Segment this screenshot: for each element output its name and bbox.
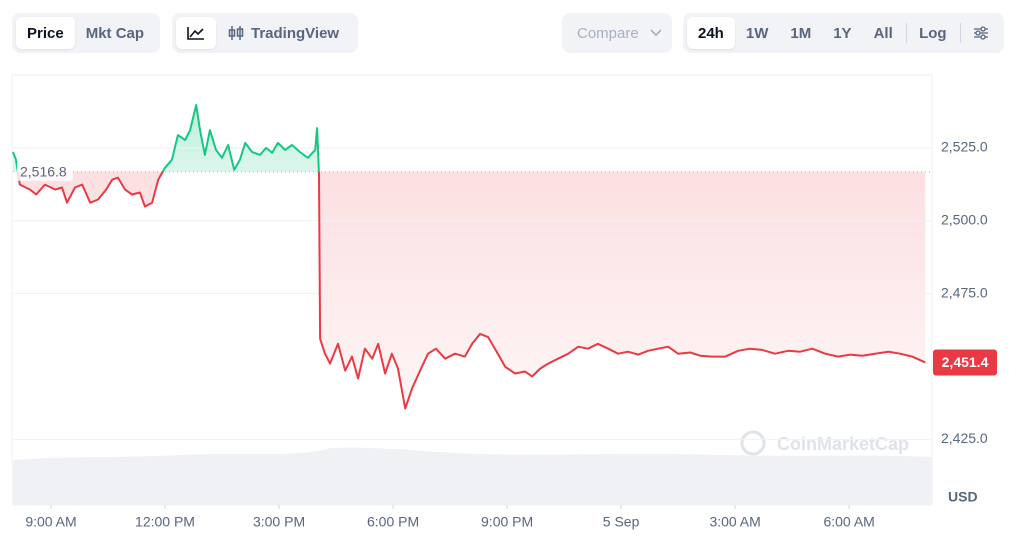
settings-button[interactable] bbox=[962, 17, 1000, 49]
log-button[interactable]: Log bbox=[919, 24, 947, 42]
range-button[interactable]: 24h bbox=[687, 17, 735, 49]
chevron-icon bbox=[650, 29, 662, 37]
y-unit: USD bbox=[948, 489, 978, 505]
x-tick-label: 3:00 PM bbox=[253, 514, 305, 530]
range-button[interactable]: 1Y bbox=[833, 24, 852, 42]
range-toggle: 24h 1W 1M 1Y All Log bbox=[683, 13, 1004, 53]
range-button[interactable]: All bbox=[873, 24, 893, 42]
watermark: CoinMarketCap bbox=[740, 430, 909, 456]
line-chart-button[interactable] bbox=[176, 17, 216, 49]
x-tick-label: 9:00 PM bbox=[481, 514, 533, 530]
tradingview-label: TradingView bbox=[251, 24, 340, 42]
y-tick-label: 2,500.0 bbox=[941, 211, 988, 227]
mkt-cap-button[interactable]: Mkt Cap bbox=[85, 24, 145, 42]
compare-label: Compare bbox=[577, 24, 639, 42]
chart-type-toggle: TradingView bbox=[172, 13, 358, 53]
range-button[interactable]: 1W bbox=[745, 24, 769, 42]
area bbox=[13, 105, 926, 409]
price-badge bbox=[933, 349, 997, 376]
y-tick-label: 2,525.0 bbox=[941, 139, 988, 155]
metric-toggle: Price Mkt Cap bbox=[12, 13, 160, 53]
baseline-label: 2,516.8 bbox=[20, 163, 67, 179]
candle-icon bbox=[228, 26, 244, 40]
price-line bbox=[12, 104, 926, 410]
line-icon bbox=[187, 27, 204, 40]
y-tick-label: 2,475.0 bbox=[941, 284, 988, 300]
x-tick-label: 9:00 AM bbox=[25, 514, 76, 530]
x-tick-label: 5 Sep bbox=[603, 514, 640, 530]
price-button[interactable]: Price bbox=[16, 17, 75, 49]
baseline-label-bg bbox=[17, 162, 73, 181]
x-tick-label: 12:00 PM bbox=[135, 514, 195, 530]
compare-dropdown[interactable]: Compare bbox=[562, 13, 672, 53]
y-tick-label: 2,425.0 bbox=[941, 430, 988, 446]
x-tick-label: 3:00 AM bbox=[709, 514, 760, 530]
range-button[interactable]: 1M bbox=[790, 24, 812, 42]
volume-area bbox=[13, 447, 932, 505]
settings-icon bbox=[973, 26, 988, 40]
x-tick-label: 6:00 PM bbox=[367, 514, 419, 530]
price-badge-label: 2,451.4 bbox=[942, 354, 989, 370]
watermark-text: CoinMarketCap bbox=[777, 434, 909, 454]
x-tick-label: 6:00 AM bbox=[823, 514, 874, 530]
tradingview-button[interactable]: TradingView bbox=[216, 17, 350, 49]
